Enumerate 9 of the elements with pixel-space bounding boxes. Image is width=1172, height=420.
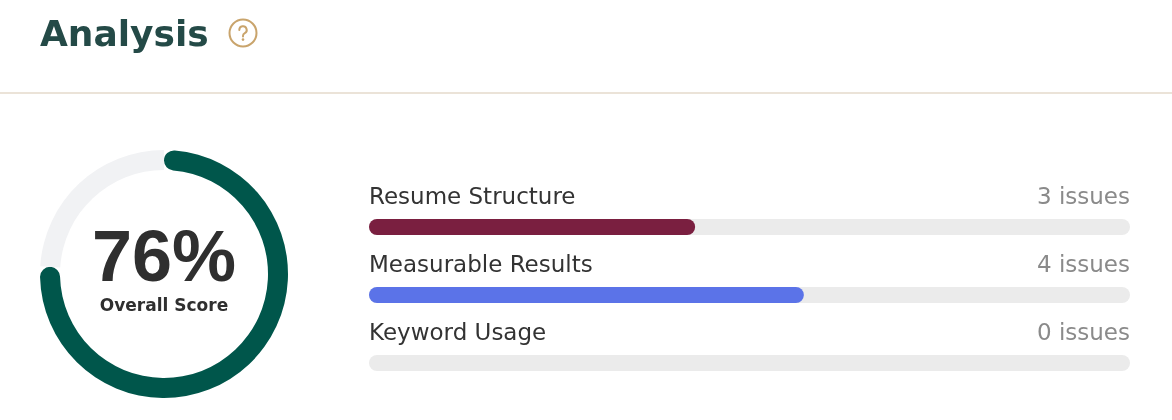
y-tick-label: Measurable Results [369, 250, 593, 277]
data-label: 3 issues [1036, 182, 1130, 209]
data-label: 76% [91, 216, 237, 296]
data-label: 0 issues [1036, 318, 1130, 345]
y-tick-label: Keyword Usage [369, 318, 547, 345]
slice-label: Overall Score [99, 295, 229, 315]
y-tick-label: Resume Structure [369, 182, 576, 209]
chart-title: Analysis [40, 12, 209, 56]
data-label: 4 issues [1036, 250, 1130, 277]
